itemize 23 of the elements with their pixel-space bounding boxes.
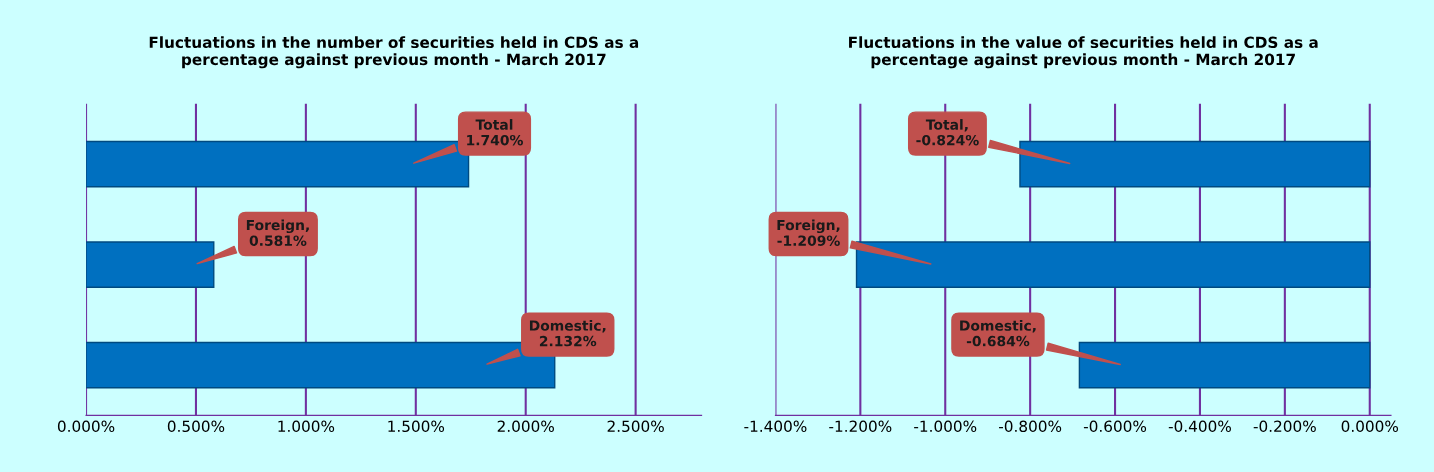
x-tick-label: 0.000%	[1341, 420, 1399, 433]
x-tick-label: -0.400%	[1168, 420, 1231, 433]
data-label: Domestic, -0.684%	[960, 320, 1036, 347]
x-tick-label: -1.400%	[744, 420, 807, 433]
x-tick-label: -1.000%	[914, 420, 977, 433]
x-tick-label: 2.000%	[497, 420, 554, 433]
x-tick-label: 0.500%	[167, 420, 225, 433]
x-tick-label: -1.200%	[829, 420, 892, 433]
data-label: Domestic, 2.132%	[529, 320, 606, 347]
x-tick-label: -0.800%	[999, 420, 1062, 433]
chart-title: Fluctuations in the number of securities held in CDS as a percentage against previous month - March 2017	[149, 36, 639, 69]
x-tick-label: 1.000%	[278, 420, 335, 433]
bar	[86, 241, 215, 288]
x-tick-label: -0.200%	[1253, 420, 1316, 433]
x-tick-label: -0.600%	[1083, 420, 1147, 433]
x-tick-label: 0.000%	[57, 420, 115, 433]
chart-title: Fluctuations in the value of securities held in CDS as a percentage against previous month - March 2017	[849, 36, 1318, 69]
x-tick-label: 1.500%	[388, 420, 445, 433]
data-label: Foreign, -1.209%	[777, 219, 840, 246]
data-label: Total, -0.824%	[916, 119, 979, 146]
data-label: Total 1.740%	[467, 119, 523, 146]
x-tick-label: 2.500%	[607, 420, 664, 433]
data-label: Foreign, 0.581%	[246, 219, 309, 246]
